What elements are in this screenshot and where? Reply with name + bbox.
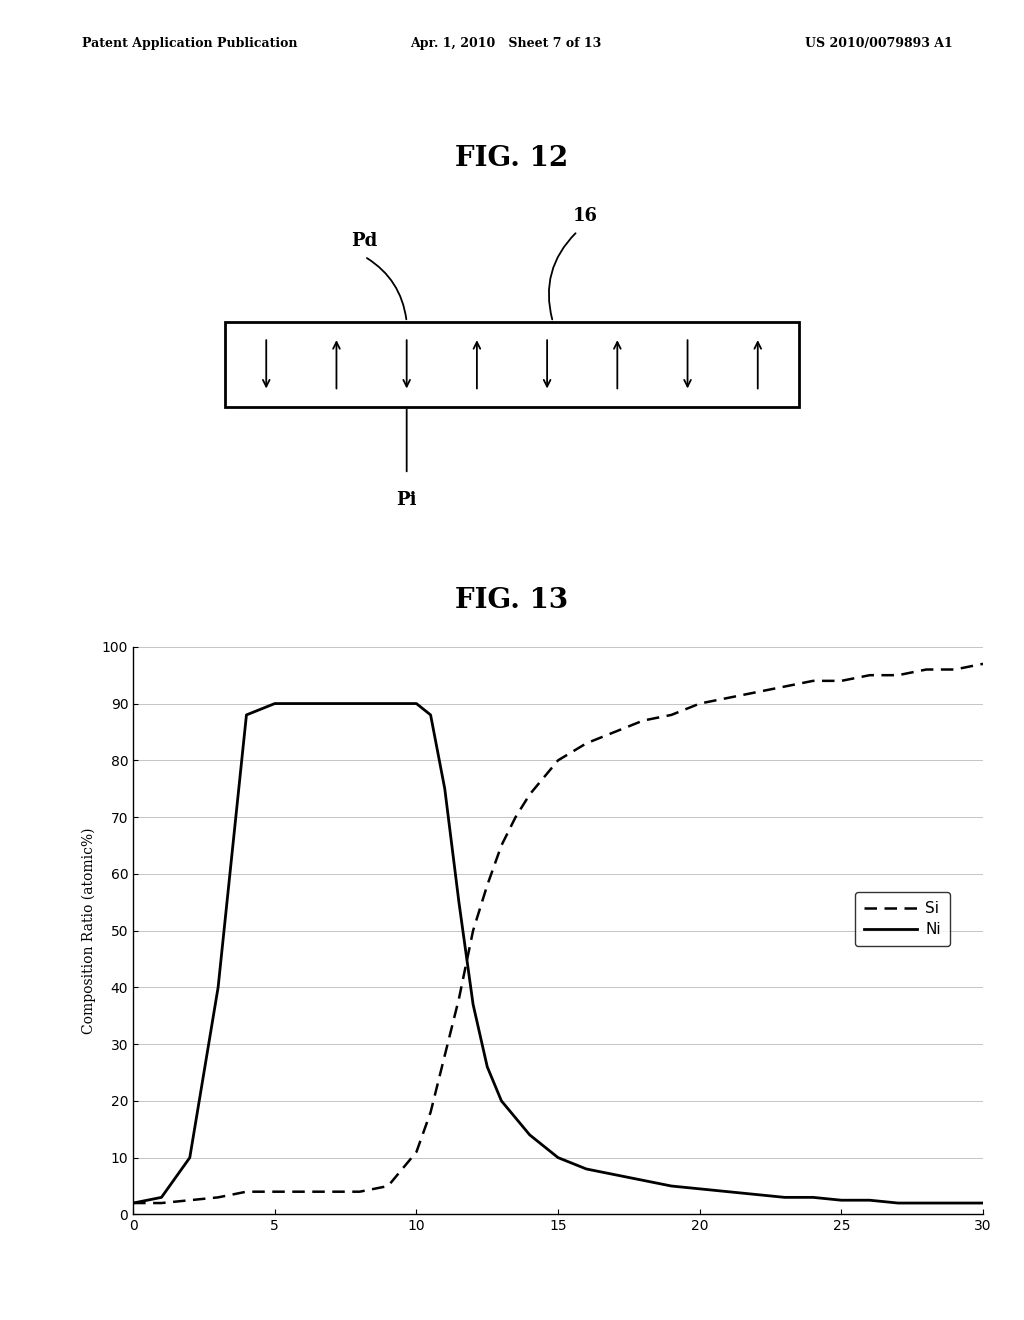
- Ni: [807, 1189, 819, 1205]
- Y-axis label: Composition Ratio (atomic%): Composition Ratio (atomic%): [82, 828, 96, 1034]
- Si: [608, 723, 621, 739]
- Si: [481, 878, 494, 894]
- Ni: [863, 1192, 876, 1208]
- Ni: [751, 1187, 763, 1203]
- Text: FIG. 13: FIG. 13: [456, 587, 568, 614]
- Si: [863, 667, 876, 684]
- Text: 16: 16: [573, 207, 598, 224]
- Si: [666, 708, 678, 723]
- Ni: [481, 1059, 494, 1074]
- Ni: [496, 1093, 508, 1109]
- Si: [892, 667, 904, 684]
- Si: [297, 1184, 309, 1200]
- Ni: [411, 696, 423, 711]
- Si: [778, 678, 791, 694]
- Ni: [778, 1189, 791, 1205]
- Ni: [892, 1195, 904, 1210]
- Ni: [637, 1172, 649, 1188]
- Si: [523, 787, 536, 803]
- Si: [268, 1184, 281, 1200]
- Ni: [523, 1127, 536, 1143]
- Si: [396, 1162, 409, 1177]
- Si: [156, 1195, 168, 1210]
- Text: Apr. 1, 2010   Sheet 7 of 13: Apr. 1, 2010 Sheet 7 of 13: [410, 37, 601, 50]
- Ni: [127, 1195, 139, 1210]
- Si: [241, 1184, 253, 1200]
- Ni: [693, 1181, 706, 1197]
- Si: [751, 684, 763, 700]
- Si: [183, 1192, 196, 1208]
- Ni: [666, 1177, 678, 1193]
- Si: [212, 1189, 224, 1205]
- Ni: [268, 696, 281, 711]
- Ni: [453, 895, 465, 911]
- Ni: [948, 1195, 961, 1210]
- Si: [127, 1195, 139, 1210]
- Ni: [608, 1167, 621, 1183]
- Si: [438, 1048, 451, 1064]
- Ni: [581, 1162, 593, 1177]
- Si: [977, 656, 989, 672]
- Ni: [212, 979, 224, 995]
- Si: [948, 661, 961, 677]
- Si: [552, 752, 564, 768]
- Ni: [977, 1195, 989, 1210]
- Ni: [921, 1195, 933, 1210]
- Si: [424, 1105, 436, 1121]
- Si: [382, 1177, 394, 1193]
- Si: [693, 696, 706, 711]
- Ni: [396, 696, 409, 711]
- Text: Pd: Pd: [351, 232, 378, 251]
- Ni: [183, 1150, 196, 1166]
- Si: [353, 1184, 366, 1200]
- Line: Ni: Ni: [133, 704, 983, 1203]
- Text: US 2010/0079893 A1: US 2010/0079893 A1: [805, 37, 952, 50]
- Ni: [297, 696, 309, 711]
- Text: Patent Application Publication: Patent Application Publication: [82, 37, 297, 50]
- Si: [637, 713, 649, 729]
- Legend: Si, Ni: Si, Ni: [855, 892, 950, 946]
- Ni: [326, 696, 338, 711]
- Si: [836, 673, 848, 689]
- Si: [467, 923, 479, 939]
- Si: [453, 991, 465, 1007]
- Ni: [353, 696, 366, 711]
- Ni: [836, 1192, 848, 1208]
- Si: [722, 690, 734, 706]
- Ni: [424, 708, 436, 723]
- Text: Pi: Pi: [396, 491, 417, 510]
- Text: FIG. 12: FIG. 12: [456, 145, 568, 172]
- Si: [326, 1184, 338, 1200]
- Ni: [438, 781, 451, 797]
- Si: [411, 1144, 423, 1160]
- Si: [581, 735, 593, 751]
- Ni: [467, 997, 479, 1012]
- Ni: [722, 1184, 734, 1200]
- Ni: [382, 696, 394, 711]
- Bar: [225, 322, 799, 407]
- Ni: [552, 1150, 564, 1166]
- Line: Si: Si: [133, 664, 983, 1203]
- Si: [921, 661, 933, 677]
- Ni: [241, 708, 253, 723]
- Si: [807, 673, 819, 689]
- Si: [510, 809, 522, 825]
- Ni: [156, 1189, 168, 1205]
- Si: [496, 837, 508, 853]
